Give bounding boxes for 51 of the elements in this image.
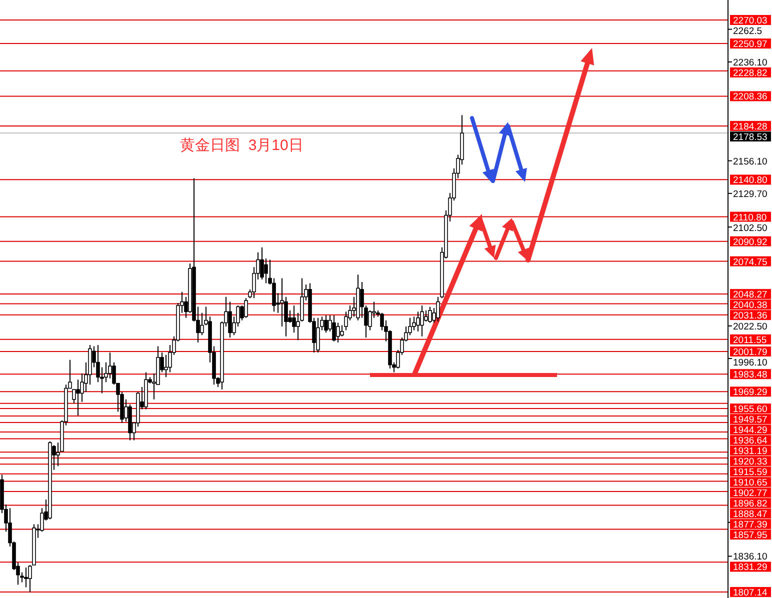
candlestick [324,314,328,334]
ref-line-label: 1857.95 [733,530,768,542]
candlestick [316,317,320,353]
candlestick [228,301,232,338]
y-tick-label: 1996.10 [733,357,768,368]
ref-line-label: 2110.80 [733,212,767,224]
candlestick [336,322,340,344]
ref-line-label: 1983.48 [733,370,768,381]
ref-line-label: 1949.57 [733,414,768,426]
y-tick-label: 2022.50 [733,321,768,332]
ref-line-label: 1920.33 [733,456,768,468]
ref-line-label: 2184.28 [733,121,768,132]
ref-line-label: 2270.03 [733,15,768,26]
candlestick [76,379,80,416]
ref-line-label: 1888.47 [733,509,768,520]
ref-line-label: 2178.53 [733,132,768,143]
y-tick-label: 2156.10 [733,156,768,168]
ref-line-label: 1931.19 [733,446,768,458]
ref-line-label: 2074.75 [733,256,768,268]
ref-line-label: 2228.82 [733,68,768,79]
ref-line-label: 2011.55 [733,334,767,346]
candlestick [260,246,264,280]
ref-line-label: 1877.39 [733,520,768,531]
candlestick [24,566,28,588]
ref-line-label: 2048.27 [733,290,768,301]
candlestick [244,298,248,318]
ref-line-label: 1831.29 [733,562,768,574]
y-tick-label: 2262.5 [733,26,762,37]
ref-line-label: 2090.92 [733,236,768,248]
y-tick-label: 2236.10 [733,57,768,68]
ref-line-label: 1902.77 [733,488,768,500]
ref-line-label: 1807.14 [733,588,768,598]
text: 黄金日图 3月10日 [180,137,304,154]
y-tick-label: 1836.10 [733,552,768,563]
ref-line-label: 1936.64 [733,436,768,447]
ref-line-label: 2208.36 [733,92,768,103]
ref-line-label: 1915.59 [733,467,768,478]
ref-line-label: 1944.29 [733,425,768,436]
ref-line-label: 1969.29 [733,387,768,398]
ref-line-label: 1955.60 [733,404,768,416]
y-tick-label: 2102.50 [733,222,768,234]
ref-line-label: 1896.82 [733,498,768,510]
ref-line-label: 2040.38 [733,300,768,312]
ref-line-label: 2250.97 [733,39,768,50]
candlestick [264,258,268,284]
y-tick-label: 2129.70 [733,188,768,200]
candlestick [332,314,336,342]
ref-line-label: 1910.65 [733,478,768,489]
ref-line-label: 2031.36 [733,310,768,322]
ref-line-label: 2001.79 [733,346,768,358]
ref-line-label: 2140.80 [733,175,768,186]
